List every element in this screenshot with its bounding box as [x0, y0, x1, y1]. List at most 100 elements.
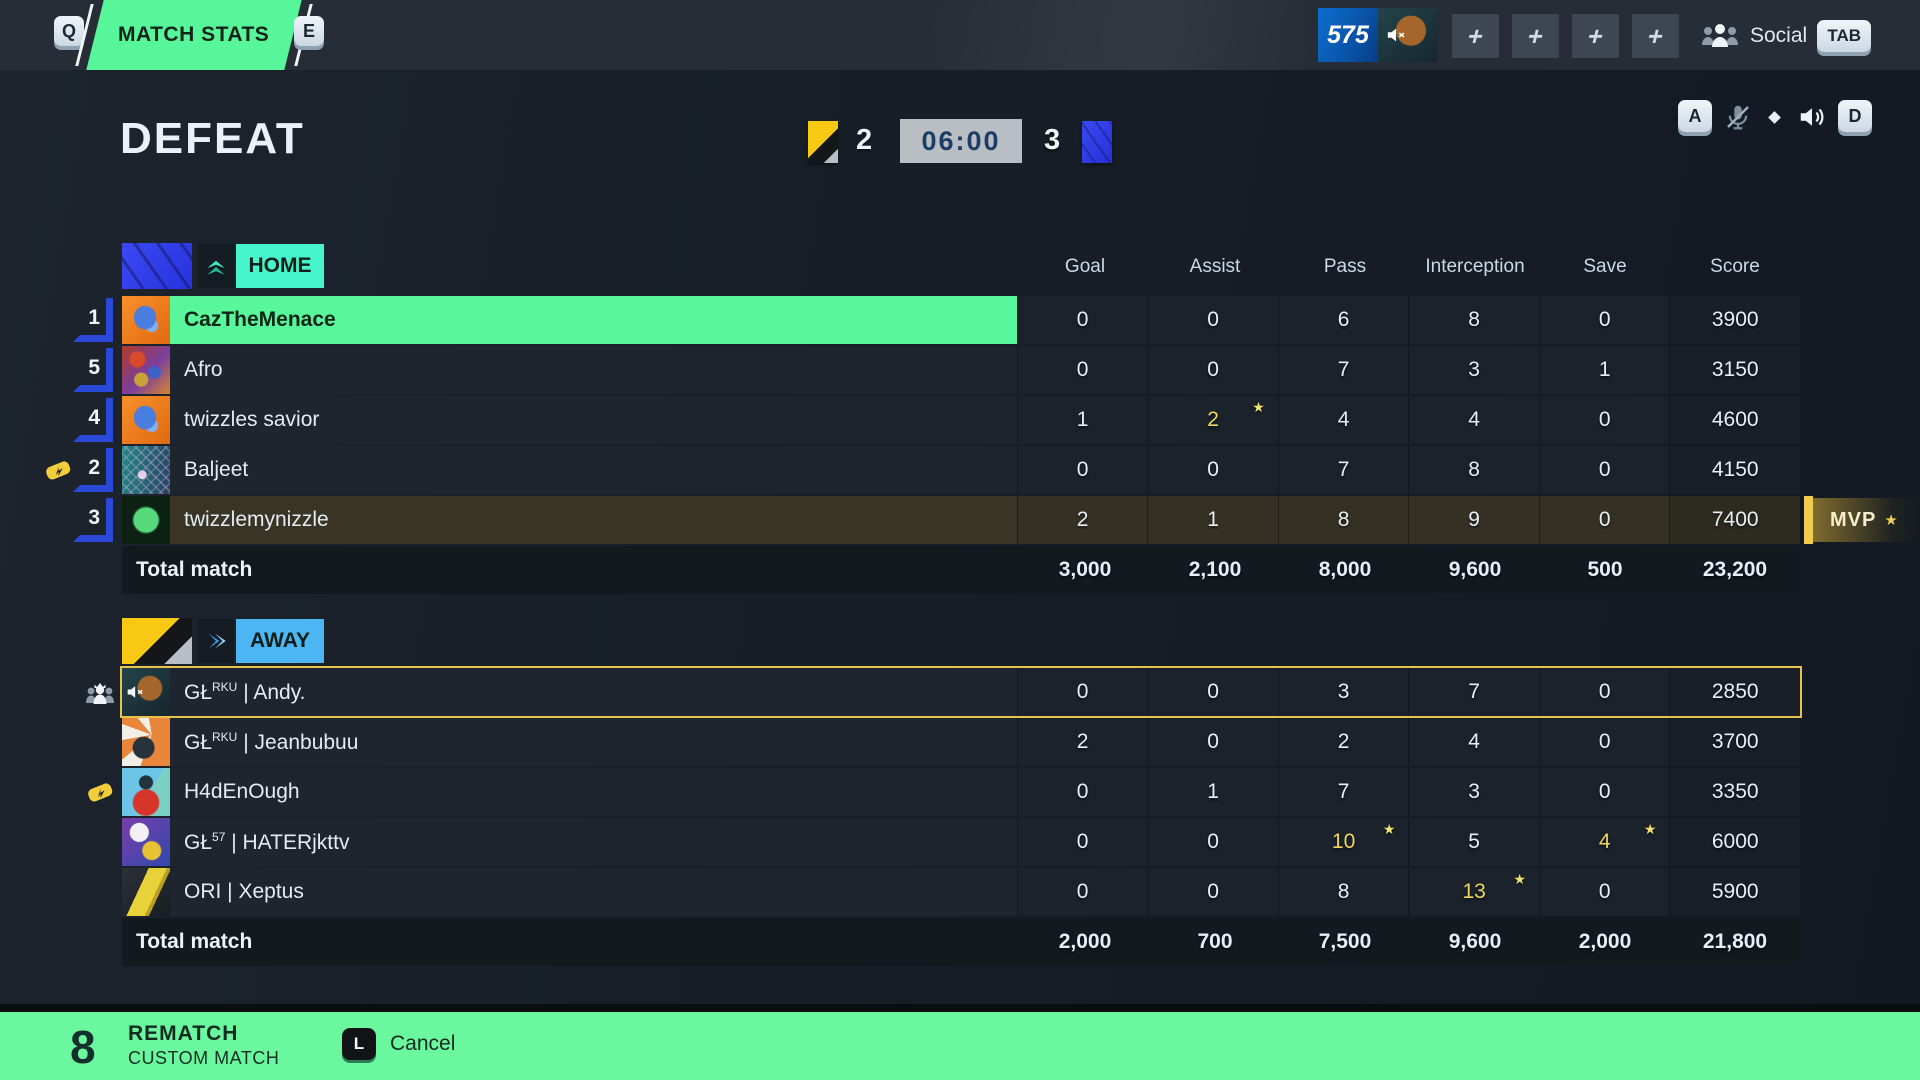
- stat-value: 3,000: [1058, 558, 1112, 581]
- stat-cell: 4: [1408, 396, 1539, 444]
- player-row[interactable]: GŁRKU | Andy. 0 0 3 7 0 2850: [86, 668, 1800, 716]
- stat-value: 4: [1468, 408, 1480, 431]
- stat-cell: 0: [1538, 296, 1670, 344]
- player-name: GŁRKU | Jeanbubuu: [184, 729, 359, 754]
- stat-value: 21,800: [1702, 930, 1768, 953]
- social-label: Social: [1750, 24, 1808, 47]
- stat-value: 3900: [1711, 308, 1759, 331]
- stat-cell: 2: [1277, 718, 1409, 766]
- tab-match-stats[interactable]: MATCH STATS: [86, 0, 302, 70]
- column-header-pass: Pass: [1323, 256, 1367, 277]
- speaker-icon[interactable]: [1794, 100, 1830, 134]
- stat-cell: 3350: [1669, 768, 1800, 816]
- stat-cell: 1: [1538, 346, 1670, 394]
- player-row[interactable]: 1 CazTheMenace 0 0 6 8 0 3900: [88, 296, 1800, 344]
- stat-cell: 0: [1538, 768, 1670, 816]
- player-row[interactable]: ORI | Xeptus 0 0 8 13 ★ 0 5900: [122, 868, 1800, 916]
- stat-value: 2,000: [1058, 930, 1112, 953]
- player-name: CazTheMenace: [184, 308, 336, 331]
- stat-cell: 23,200: [1670, 546, 1800, 594]
- stat-value: 0: [1207, 730, 1219, 753]
- player-row[interactable]: 4 twizzles savior 1 2 ★ 4 4 0 4600: [88, 396, 1800, 444]
- stat-value: 7: [1337, 780, 1350, 803]
- anime-avatar: [122, 718, 170, 766]
- stat-cell: 8: [1408, 296, 1539, 344]
- stat-cell: 21,800: [1670, 918, 1800, 966]
- stat-cell: 3: [1408, 346, 1539, 394]
- total-label-panel: Total match: [122, 918, 1020, 966]
- shark-avatar: [122, 396, 170, 444]
- stat-cell: 2 ★: [1147, 396, 1278, 444]
- stat-cell: 7: [1277, 446, 1409, 494]
- column-header-goal: Goal: [1064, 256, 1106, 277]
- stat-cell: 1: [1147, 768, 1278, 816]
- player-name-panel: Baljeet: [122, 446, 1017, 494]
- stat-cell: 5: [1408, 818, 1539, 866]
- key-l[interactable]: L: [342, 1028, 376, 1060]
- key-a[interactable]: A: [1678, 100, 1712, 132]
- column-header-interception: Interception: [1425, 256, 1525, 277]
- stat-cell: 4150: [1669, 446, 1800, 494]
- boot-avatar: [122, 868, 170, 916]
- mic-muted-icon[interactable]: [1720, 100, 1756, 134]
- stat-value: 0: [1598, 308, 1611, 331]
- invite-player-button[interactable]: +: [1452, 14, 1499, 58]
- stat-value: 5900: [1711, 880, 1759, 903]
- stat-value: 0: [1207, 308, 1219, 331]
- stat-value: 4: [1598, 830, 1611, 853]
- stat-value: 0: [1598, 730, 1611, 753]
- stat-cell: 0: [1147, 668, 1278, 716]
- stat-column-headers: Goal Assist Pass Interception Save Score: [1020, 243, 1800, 291]
- player-row[interactable]: 3 twizzlemynizzle 2 1 8 9 0 7400 MVP ★: [88, 496, 1920, 544]
- stat-value: 0: [1598, 408, 1611, 431]
- stat-cell: 0: [1016, 768, 1148, 816]
- stat-cell: 2,000: [1540, 918, 1670, 966]
- stat-cell: 0: [1147, 346, 1278, 394]
- player-row[interactable]: GŁRKU | Jeanbubuu 2 0 2 4 0 3700: [122, 718, 1800, 766]
- fox-avatar: [122, 668, 170, 716]
- rank-number: 4: [88, 406, 100, 429]
- key-q[interactable]: Q: [54, 16, 84, 46]
- stat-cell: 700: [1150, 918, 1280, 966]
- stat-cell: 0: [1538, 446, 1670, 494]
- player-name: ORI | Xeptus: [184, 880, 304, 903]
- social-button[interactable]: Social TAB: [1700, 14, 1872, 58]
- stat-cell: 3: [1408, 768, 1539, 816]
- player-name: H4dEnOugh: [184, 780, 300, 803]
- player-row[interactable]: 5 Afro 0 0 7 3 1 3150: [88, 346, 1800, 394]
- cancel-button[interactable]: Cancel: [390, 1032, 456, 1055]
- player-rank: 2: [73, 448, 113, 492]
- net-avatar: [122, 446, 170, 494]
- stat-cell: 3700: [1669, 718, 1800, 766]
- home-team-label: HOME: [236, 244, 324, 288]
- stat-value: 3: [1468, 780, 1480, 803]
- key-d[interactable]: D: [1838, 100, 1872, 132]
- stat-value: 7400: [1711, 508, 1759, 531]
- stat-value: 0: [1207, 880, 1219, 903]
- away-score: 2: [856, 124, 873, 156]
- player-row[interactable]: H4dEnOugh 0 1 7 3 0 3350: [88, 768, 1800, 816]
- key-e[interactable]: E: [294, 16, 324, 46]
- stat-value: 7: [1468, 680, 1480, 703]
- stat-value: 7,500: [1318, 930, 1372, 953]
- invite-player-button[interactable]: +: [1512, 14, 1559, 58]
- stat-cell: 0: [1147, 718, 1278, 766]
- player-rank: 1: [73, 298, 113, 342]
- player-avatar[interactable]: [1378, 8, 1438, 62]
- stat-value: 6000: [1711, 830, 1759, 853]
- stat-value: 3: [1468, 358, 1480, 381]
- stat-cell: 2: [1016, 718, 1148, 766]
- invite-player-button[interactable]: +: [1572, 14, 1619, 58]
- stat-value: 4: [1337, 408, 1350, 431]
- stat-cell: 2850: [1669, 668, 1800, 716]
- player-row[interactable]: 2 Baljeet 0 0 7 8 0 4150: [46, 446, 1800, 494]
- stat-cell: 0: [1147, 818, 1278, 866]
- away-team-flag: [122, 618, 192, 664]
- home-team-flag: [122, 243, 192, 289]
- stat-cell: 13 ★: [1408, 868, 1539, 916]
- player-row[interactable]: GŁ57 | HATERjkttv 0 0 10 ★ 5 4 ★ 6000: [122, 818, 1800, 866]
- rematch-button[interactable]: REMATCH: [128, 1022, 239, 1045]
- invite-player-button[interactable]: +: [1632, 14, 1679, 58]
- glove-avatar: [122, 818, 170, 866]
